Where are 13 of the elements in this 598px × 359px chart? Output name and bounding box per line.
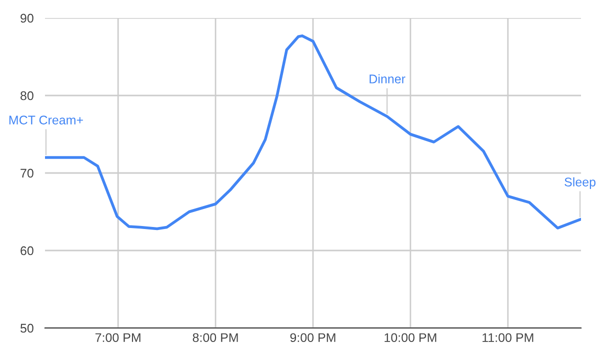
x-tick-label: 7:00 PM <box>95 333 140 342</box>
annotation: Sleep <box>564 177 596 189</box>
annotation: MCT Cream+ <box>9 116 83 124</box>
y-tick-label: 90 <box>20 14 34 23</box>
annotation: Dinner <box>370 74 406 84</box>
y-tick-label: 70 <box>20 168 34 178</box>
x-tick-label: 8:00 PM <box>192 333 238 342</box>
y-tick-label: 60 <box>20 246 34 256</box>
y-tick-label: 50 <box>20 324 34 333</box>
x-tick-label: 10:00 PM <box>384 333 436 342</box>
y-tick-label: 80 <box>20 91 34 100</box>
x-tick-label: 9:00 PM <box>290 333 336 342</box>
x-tick-label: 11:00 PM <box>482 333 534 342</box>
